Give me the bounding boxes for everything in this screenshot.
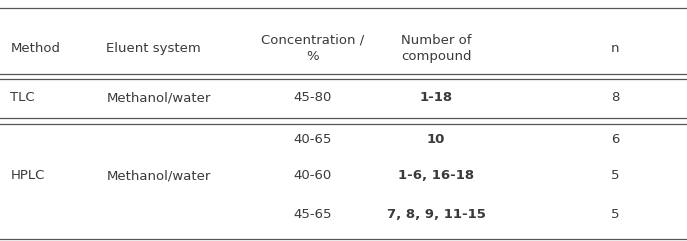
Text: HPLC: HPLC [10, 169, 45, 182]
Text: Method: Method [10, 42, 60, 55]
Text: Number of
compound: Number of compound [401, 34, 471, 63]
Text: 10: 10 [427, 133, 445, 146]
Text: 5: 5 [611, 208, 619, 221]
Text: 40-60: 40-60 [293, 169, 332, 182]
Text: 6: 6 [611, 133, 619, 146]
Text: Methanol/water: Methanol/water [106, 91, 211, 104]
Text: n: n [611, 42, 619, 55]
Text: 1-18: 1-18 [420, 91, 453, 104]
Text: 45-80: 45-80 [293, 91, 332, 104]
Text: 40-65: 40-65 [293, 133, 332, 146]
Text: 1-6, 16-18: 1-6, 16-18 [398, 169, 474, 182]
Text: TLC: TLC [10, 91, 35, 104]
Text: Concentration /
%: Concentration / % [261, 34, 364, 63]
Text: Eluent system: Eluent system [106, 42, 201, 55]
Text: 5: 5 [611, 169, 619, 182]
Text: Methanol/water: Methanol/water [106, 169, 211, 182]
Text: 7, 8, 9, 11-15: 7, 8, 9, 11-15 [387, 208, 486, 221]
Text: 8: 8 [611, 91, 619, 104]
Text: 45-65: 45-65 [293, 208, 332, 221]
